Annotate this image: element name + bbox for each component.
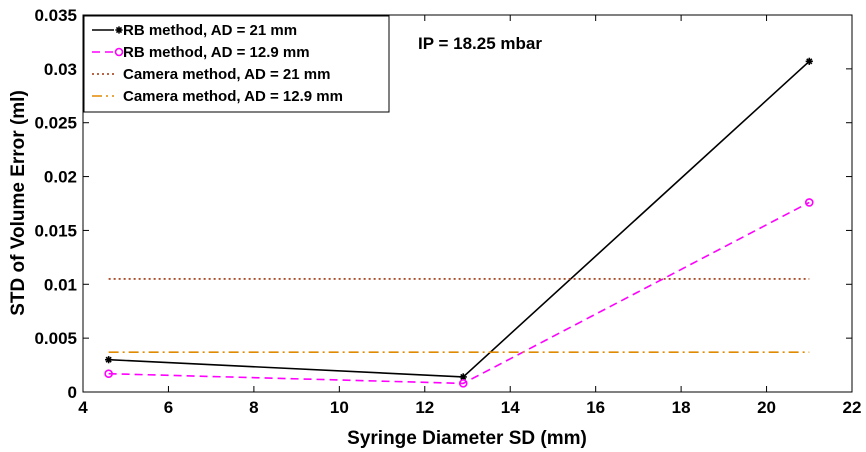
legend-entry-label: RB method, AD = 12.9 mm [123,44,310,61]
y-tick-label: 0.025 [34,114,77,133]
data-point-series-1 [104,369,113,378]
data-point-series-0 [805,57,813,65]
legend-marker [114,47,124,57]
data-point-series-1 [804,198,814,207]
x-axis-label: Syringe Diameter SD (mm) [347,428,587,449]
data-point-series-1 [458,379,468,388]
y-tick-label: 0.01 [44,275,77,294]
legend-entry-label: Camera method, AD = 12.9 mm [123,88,343,105]
legend-entry-label: Camera method, AD = 21 mm [123,66,330,83]
x-tick-label: 10 [330,398,349,417]
y-tick-label: 0.03 [44,60,77,79]
data-point-series-0 [105,356,113,364]
series-layer [104,57,814,388]
x-tick-label: 22 [843,398,862,417]
y-tick-label: 0.02 [44,168,77,187]
x-tick-label: 6 [164,398,173,417]
x-tick-label: 4 [78,398,88,417]
legend-marker [115,26,123,34]
y-tick-label: 0.035 [34,6,77,25]
x-tick-label: 8 [249,398,258,417]
y-axis-label: STD of Volume Error (ml) [8,90,29,316]
x-tick-label: 20 [757,398,776,417]
y-tick-label: 0 [68,383,77,402]
x-tick-label: 14 [501,398,520,417]
legend: RB method, AD = 21 mm RB method, AD = 12.… [83,15,390,113]
y-axis-ticks: 0 0.005 0.01 0.015 0.02 0.025 0.03 0.035 [34,6,852,402]
x-tick-label: 16 [586,398,605,417]
legend-box [83,15,390,113]
y-tick-label: 0.015 [34,221,77,240]
y-tick-label: 0.005 [34,329,77,348]
x-tick-label: 18 [672,398,691,417]
legend-entry-label: RB method, AD = 21 mm [123,22,297,39]
x-tick-label: 12 [415,398,434,417]
series-line-1 [108,201,810,385]
annotation-ip: IP = 18.25 mbar [418,34,542,53]
